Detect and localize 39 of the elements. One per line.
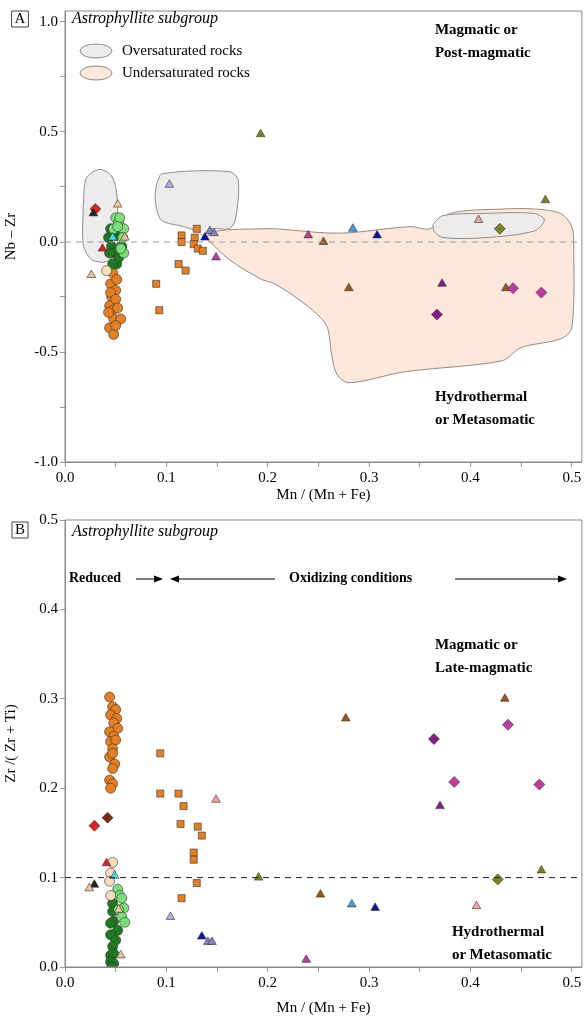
y-tick-label: 0.5 — [39, 510, 58, 527]
y-tick-label: 0.0 — [39, 232, 58, 249]
annotation: Reduced — [69, 569, 122, 585]
y-tick-label: 1.0 — [39, 12, 58, 29]
annotation: Magmatic or Late-magmatic — [434, 635, 533, 675]
text: A — [14, 9, 26, 26]
text: B — [14, 520, 26, 537]
legend-label: Oversaturated rocks — [122, 41, 243, 58]
x-tick-label: 0.5 — [562, 468, 582, 485]
y-tick-label: 0.5 — [39, 122, 58, 139]
x-tick-label: 0.3 — [359, 973, 379, 990]
annotation: Oxidizing conditions — [289, 569, 413, 585]
annotation: Astrophyllite subgroup — [71, 522, 218, 541]
y-tick-label: 0.0 — [39, 957, 58, 974]
x-tick-label: 0.4 — [461, 973, 481, 990]
annotation: Hydrothermal or Metasomatic — [434, 387, 536, 427]
x-tick-label: 0.2 — [258, 468, 278, 485]
x-tick-label: 0.1 — [156, 468, 176, 485]
x-tick-label: 0.1 — [156, 973, 176, 990]
x-tick-label: 0.4 — [461, 468, 481, 485]
y-tick-label: 0.2 — [39, 779, 58, 796]
y-axis-title: Nb – Zr — [1, 212, 18, 261]
x-tick-label: 0.0 — [55, 973, 75, 990]
y-tick-label: -0.5 — [34, 342, 58, 359]
y-tick-label: -1.0 — [34, 452, 58, 469]
annotation: Hydrothermal or Metasomatic — [451, 922, 553, 962]
annotation: Astrophyllite subgroup — [71, 9, 218, 28]
y-axis-title: Zr /( Zr + Ti) — [1, 704, 19, 783]
x-tick-label: 0.3 — [359, 468, 379, 485]
x-axis-title: Mn / (Mn + Fe) — [276, 485, 371, 503]
x-axis-title: Mn / (Mn + Fe) — [276, 998, 371, 1016]
annotation: Magmatic or Post-magmatic — [434, 20, 532, 60]
x-tick-label: 0.0 — [55, 468, 75, 485]
x-tick-label: 0.2 — [258, 973, 278, 990]
x-tick-label: 0.5 — [562, 973, 582, 990]
y-tick-label: 0.3 — [39, 689, 58, 706]
legend-label: Undersaturated rocks — [122, 63, 251, 80]
y-tick-label: 0.4 — [39, 600, 59, 617]
y-tick-label: 0.1 — [39, 868, 58, 885]
